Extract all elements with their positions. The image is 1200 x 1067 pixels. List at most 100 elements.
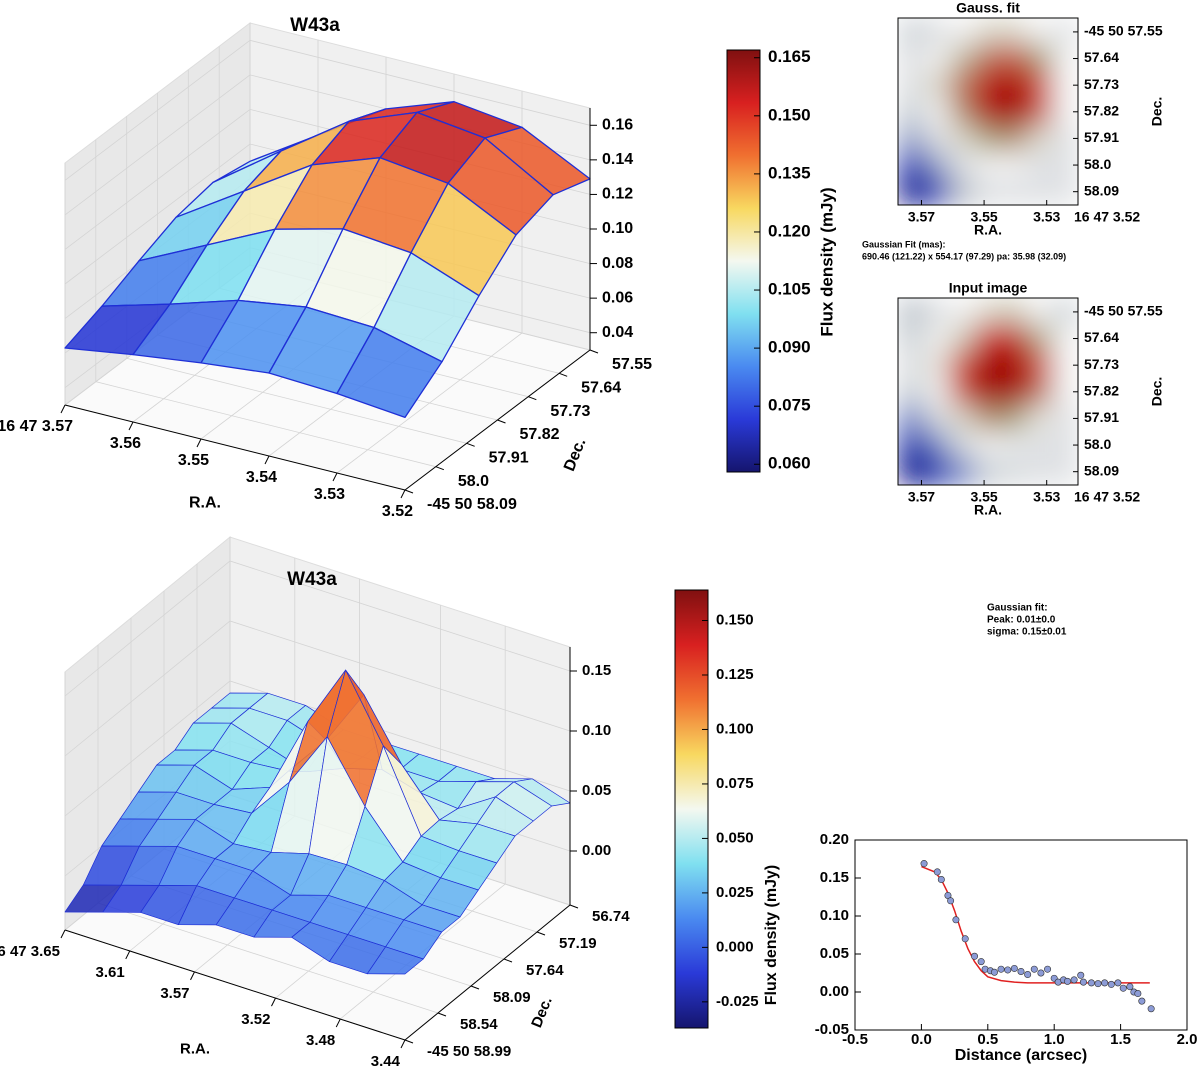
colorbar-tick-label: 0.075 xyxy=(716,775,754,792)
z-tick-label: 0.10 xyxy=(602,220,633,237)
heatmap-cell xyxy=(923,151,950,179)
x-tick-label: -0.5 xyxy=(842,1031,868,1048)
y-tick-label: 57.73 xyxy=(550,403,590,420)
colorbar-tick-label: 0.120 xyxy=(768,221,811,240)
heatmap-cell xyxy=(975,431,1002,459)
heatmap-cell xyxy=(1026,178,1053,205)
x-tick-label: 3.57 xyxy=(908,209,935,225)
y-tick-label: 0.20 xyxy=(820,831,849,848)
y-tick-label: 57.91 xyxy=(1084,129,1119,145)
y-tick-label: -0.05 xyxy=(815,1021,849,1038)
heatmap-image xyxy=(898,298,1078,485)
y-tick-label: 58.0 xyxy=(1084,436,1111,452)
heatmap-cell xyxy=(923,458,950,485)
y-tick-label: 57.82 xyxy=(1084,102,1119,118)
heatmap-cell xyxy=(1026,351,1053,379)
heatmap-panel: 3.57 3.55 3.53 16 47 3.52 -45 50 57.55 57.64 5… xyxy=(897,280,1165,518)
y-axis-label: Dec. xyxy=(561,436,589,474)
heatmap-cell xyxy=(1000,298,1028,326)
heatmap-cell xyxy=(1026,124,1053,153)
heatmap-cell xyxy=(975,298,1002,326)
y-tick-label: -45 50 57.55 xyxy=(1084,23,1163,39)
heatmap-cell xyxy=(1026,18,1053,46)
heatmap-cell xyxy=(949,98,976,126)
x-tick-label: 1.0 xyxy=(1044,1031,1065,1048)
heatmap-cell xyxy=(1000,44,1028,72)
heatmap-panel: 3.57 3.55 3.53 16 47 3.52 -45 50 57.55 57.64 5… xyxy=(862,0,1165,261)
y-tick-label: 58.09 xyxy=(1084,182,1119,198)
heatmap-cell xyxy=(949,404,976,433)
x-tick-label: 16 47 3.52 xyxy=(1074,209,1140,225)
tick-mark xyxy=(196,438,202,448)
heatmap-cell xyxy=(975,404,1002,433)
y-tick-label: 58.09 xyxy=(493,989,531,1006)
y-tick-label: 58.0 xyxy=(458,473,489,490)
heatmap-cell xyxy=(923,351,950,379)
x-tick-label: 1.5 xyxy=(1110,1031,1131,1048)
y-tick-label: 0.15 xyxy=(820,869,849,886)
tick-mark xyxy=(466,442,475,447)
grid-line xyxy=(64,560,571,697)
data-point xyxy=(1087,979,1095,987)
colorbar-tick-label: 0.100 xyxy=(716,720,754,737)
data-point xyxy=(1147,1005,1155,1013)
tick-mark xyxy=(497,419,506,424)
heatmap-cell xyxy=(1026,151,1053,179)
heatmap-cell xyxy=(898,98,925,126)
tick-mark xyxy=(404,489,414,494)
data-point xyxy=(1107,980,1115,988)
colorbar xyxy=(726,49,761,473)
tick-mark xyxy=(589,349,599,354)
y-tick-label: 57.91 xyxy=(489,450,529,467)
y-tick-label: 57.64 xyxy=(1084,329,1119,345)
data-point xyxy=(947,897,955,905)
heatmap-cell xyxy=(1026,404,1053,433)
z-tick-label: 0.10 xyxy=(582,722,611,739)
heatmap-cell xyxy=(949,431,976,459)
x-tick-label: 3.57 xyxy=(160,985,189,1002)
heatmap-cell xyxy=(923,404,950,433)
scatter-plot: -0.5 0.0 0.5 1.0 1.5 2.0 -0.05 0.00 0.05 0.10 0.15… xyxy=(763,603,1197,1065)
chart-title: Gauss. fit xyxy=(956,0,1020,16)
heatmap-cell xyxy=(1026,71,1053,99)
heatmap-cell xyxy=(949,151,976,179)
heatmap-cell xyxy=(923,178,950,205)
y-axis-label: Dec. xyxy=(528,994,556,1030)
z-tick-label: 0.14 xyxy=(602,151,633,168)
tick-mark xyxy=(190,971,195,981)
heatmap-cell xyxy=(975,44,1002,72)
heatmap-cell xyxy=(923,44,950,72)
heatmap-cell xyxy=(949,324,976,352)
heatmap-cell xyxy=(1000,324,1028,352)
heatmap-cell xyxy=(898,124,925,153)
colorbar-tick-label: 0.125 xyxy=(716,666,754,683)
heatmap-cell xyxy=(898,178,925,205)
x-tick-label: 0.5 xyxy=(977,1031,998,1048)
heatmap-cell xyxy=(949,18,976,46)
data-point xyxy=(1114,979,1122,987)
data-point xyxy=(1030,965,1038,973)
data-point xyxy=(920,860,928,868)
annotation: Gaussian fit: xyxy=(987,603,1048,614)
heatmap-cell xyxy=(898,351,925,379)
heatmap-cell xyxy=(975,351,1002,379)
heatmap-cell xyxy=(923,18,950,46)
grid-line xyxy=(64,620,571,757)
x-tick-label: 3.52 xyxy=(382,503,413,520)
y-tick-label: -45 50 58.09 xyxy=(427,496,517,513)
x-tick-label: 2.0 xyxy=(1177,1031,1198,1048)
heatmap-image xyxy=(898,18,1078,205)
y-tick-label: 58.54 xyxy=(460,1016,498,1033)
axis-line xyxy=(64,404,406,491)
surface-patch xyxy=(366,946,424,975)
x-tick-label: 3.44 xyxy=(371,1053,401,1067)
colorbar-tick-label: 0.050 xyxy=(716,829,754,846)
heatmap-cell xyxy=(949,178,976,205)
tick-mark xyxy=(470,985,480,990)
heatmap-cell xyxy=(975,71,1002,99)
tick-mark xyxy=(536,931,546,936)
heatmap-cell xyxy=(949,71,976,99)
x-tick-label: 0.0 xyxy=(911,1031,932,1048)
x-axis-label: R.A. xyxy=(974,222,1002,238)
heatmap-cell xyxy=(898,324,925,352)
